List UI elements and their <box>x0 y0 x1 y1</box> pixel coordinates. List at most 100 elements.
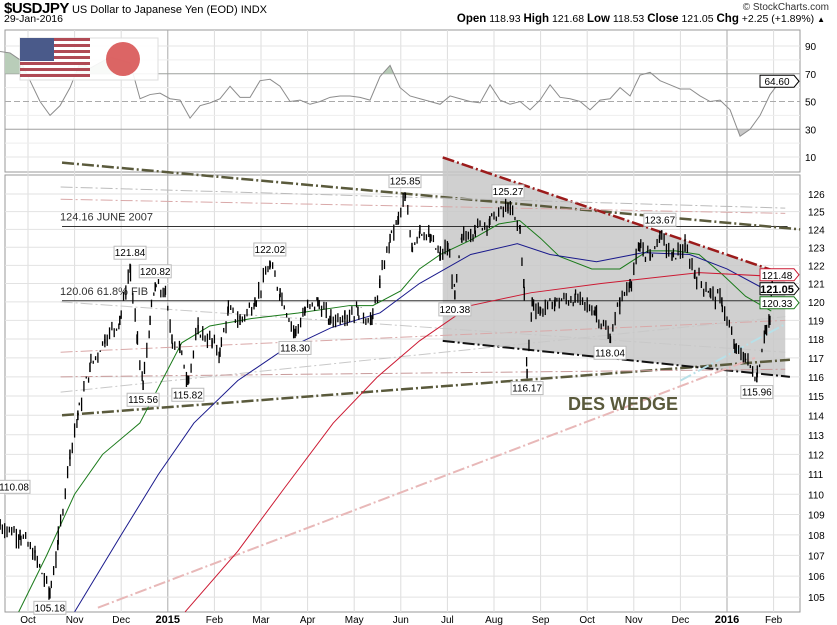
price-label-box <box>113 245 147 260</box>
wedge-shading <box>442 157 786 377</box>
price-label: 125.27 <box>493 187 524 198</box>
close-label: Close <box>647 13 679 25</box>
price-bars <box>0 192 773 600</box>
x-tick-label: Dec <box>112 615 130 625</box>
us-flag-stripe <box>20 38 90 41</box>
price-label-box <box>33 600 67 615</box>
up-arrow-icon: ▲ <box>817 15 825 24</box>
y-tick-label: 117 <box>808 354 824 365</box>
us-flag-canton <box>20 38 54 61</box>
x-tick-label: Dec <box>672 615 690 625</box>
y-tick-label: 111 <box>808 470 824 481</box>
horizontal-level-label: 120.06 61.8% FIB <box>60 286 148 298</box>
us-flag-stripe <box>20 44 90 47</box>
trendline-olive-top <box>61 161 801 231</box>
trendline-olive-bottom <box>61 358 791 417</box>
rsi-tick-label: 10 <box>805 153 817 164</box>
chg-label: Chg <box>716 13 739 25</box>
last-value-label: 121.05 <box>760 284 794 296</box>
des-wedge-annotation: DES WEDGE <box>568 394 678 414</box>
y-tick-label: 124 <box>808 225 825 236</box>
price-label: 115.82 <box>173 390 203 401</box>
price-label-box <box>278 340 312 355</box>
chg-value: +2.25 (+1.89%) <box>741 13 815 25</box>
x-tick-label: Sep <box>532 615 550 625</box>
price-label: 105.18 <box>35 603 66 614</box>
y-tick-label: 126 <box>808 190 825 201</box>
price-label-box <box>388 174 422 189</box>
symbol: $USDJPY <box>4 0 69 17</box>
us-flag-stripe <box>20 74 90 77</box>
price-label-box <box>126 392 160 407</box>
price-label: 120.82 <box>140 267 171 278</box>
y-tick-label: 112 <box>808 450 824 461</box>
price-label: 125.85 <box>390 177 421 188</box>
x-tick-label: Apr <box>300 615 316 625</box>
us-flag-stripe <box>20 62 90 65</box>
ohlc-readout: Open 118.93 High 121.68 Low 118.53 Close… <box>457 13 825 25</box>
price-label-box <box>253 242 287 257</box>
x-tick-label: Jun <box>393 615 409 625</box>
brand: © StockCharts.com <box>742 2 829 13</box>
x-tick-label: Oct <box>579 615 595 625</box>
high-label: High <box>523 13 550 25</box>
symbol-name: US Dollar to Japanese Yen (EOD) <box>71 4 238 16</box>
low-label: Low <box>587 13 610 25</box>
last-value-label-tag <box>759 282 800 296</box>
trendline-wedge-bottom <box>442 339 791 378</box>
rsi-tick-label: 50 <box>805 98 817 109</box>
y-tick-label: 116 <box>808 373 824 384</box>
y-tick-label: 108 <box>808 531 825 542</box>
price-label-box <box>491 184 525 199</box>
y-tick-label: 115 <box>808 392 824 403</box>
moving-average-line <box>184 272 772 613</box>
x-tick-label: Aug <box>485 615 503 625</box>
price-label: 118.04 <box>595 348 625 359</box>
y-tick-label: 107 <box>808 551 825 562</box>
flag-overlay <box>19 37 159 81</box>
x-tick-label: Nov <box>625 615 643 625</box>
price-label-box <box>0 479 31 494</box>
price-label-box <box>510 381 544 396</box>
y-tick-label: 119 <box>808 316 824 327</box>
us-flag-stripe <box>20 68 90 71</box>
y-tick-label: 114 <box>808 411 824 422</box>
x-tick-label: Mar <box>252 615 270 625</box>
y-tick-label: 125 <box>808 208 825 219</box>
price-label: 123.67 <box>645 215 676 226</box>
price-label-box <box>438 302 472 317</box>
rsi-tick-label: 90 <box>805 42 817 53</box>
x-tick-label: Feb <box>765 615 783 625</box>
y-tick-label: 121 <box>808 280 825 291</box>
open-label: Open <box>456 13 487 25</box>
high-value: 121.68 <box>551 13 585 25</box>
y-tick-label: 110 <box>808 490 824 501</box>
close-value: 121.05 <box>681 13 714 25</box>
price-label: 121.84 <box>115 248 146 259</box>
rsi-tick-label: 70 <box>805 70 817 81</box>
trendline-light-5 <box>60 301 786 353</box>
rsi-tick-label: 30 <box>805 125 817 136</box>
chart-header: $USDJPY US Dollar to Japanese Yen (EOD) … <box>4 0 267 17</box>
japan-flag-circle <box>106 42 140 76</box>
x-tick-label: Jul <box>441 615 454 625</box>
trendline-pink-long <box>97 356 756 609</box>
price-label-box <box>593 345 627 360</box>
trendline-light-2 <box>60 198 786 214</box>
last-value-label-tag <box>759 296 800 310</box>
price-label: 116.17 <box>512 384 542 395</box>
y-tick-label: 109 <box>808 510 825 521</box>
trendline-light-3 <box>60 319 786 353</box>
y-tick-label: 120 <box>808 298 825 309</box>
x-tick-label: Feb <box>206 615 224 625</box>
y-tick-label: 113 <box>808 431 824 442</box>
y-tick-label: 122 <box>808 261 825 272</box>
low-value: 118.53 <box>612 13 645 25</box>
y-tick-label: 123 <box>808 243 825 254</box>
price-label: 118.30 <box>280 343 310 354</box>
horizontal-level-label: 124.16 JUNE 2007 <box>60 212 153 224</box>
x-tick-label: May <box>345 615 364 625</box>
price-label-box <box>138 264 172 279</box>
last-value-label-tag <box>759 268 800 282</box>
x-tick-label: 2016 <box>715 614 739 625</box>
